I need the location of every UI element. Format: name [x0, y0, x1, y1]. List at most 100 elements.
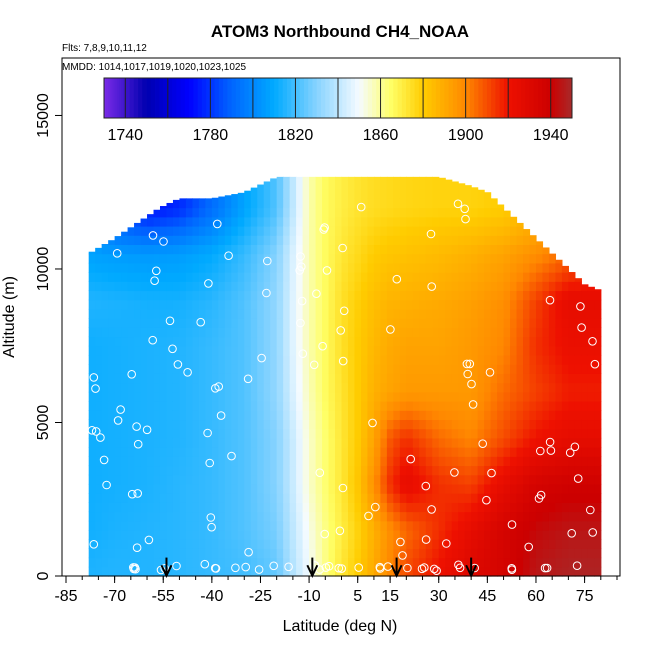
heatmap-cell — [399, 345, 407, 356]
heatmap-cell — [373, 391, 381, 402]
heatmap-cell — [257, 262, 265, 273]
heatmap-cell — [341, 225, 349, 236]
colorbar-swatch — [118, 78, 122, 118]
heatmap-cell — [302, 262, 310, 273]
heatmap-cell — [108, 511, 116, 522]
heatmap-cell — [134, 327, 142, 338]
heatmap-cell — [432, 566, 440, 577]
heatmap-cell — [185, 557, 193, 568]
heatmap-cell — [523, 419, 531, 430]
heatmap-cell — [237, 391, 245, 402]
sample-marker — [196, 317, 205, 327]
heatmap-cell — [153, 382, 161, 393]
heatmap-cell — [296, 198, 304, 209]
heatmap-cell — [477, 327, 485, 338]
heatmap-cell — [101, 327, 109, 338]
heatmap-cell — [134, 511, 142, 522]
colorbar-swatch — [116, 78, 120, 118]
heatmap-cell — [153, 539, 161, 549]
heatmap-cell — [561, 308, 569, 319]
heatmap-cell — [458, 308, 466, 319]
heatmap-cell — [205, 447, 213, 457]
sample-marker — [132, 543, 142, 553]
heatmap-cell — [438, 566, 446, 577]
heatmap-cell — [237, 419, 245, 430]
heatmap-cell — [147, 410, 155, 421]
heatmap-cell — [535, 308, 544, 319]
heatmap-cell — [244, 327, 252, 338]
heatmap-cell — [276, 336, 284, 347]
heatmap-cell — [367, 198, 375, 209]
heatmap-cell — [192, 400, 200, 411]
heatmap-cell — [406, 474, 414, 485]
heatmap-cell — [147, 299, 155, 310]
sample-marker — [116, 405, 125, 414]
heatmap-cell — [257, 539, 265, 549]
heatmap-cell — [386, 382, 394, 393]
heatmap-cell — [516, 391, 524, 402]
heatmap-cell — [101, 548, 109, 559]
heatmap-cell — [198, 207, 206, 218]
heatmap-cell — [302, 308, 310, 319]
heatmap-cell — [503, 345, 511, 356]
heatmap-cell — [438, 235, 446, 246]
heatmap-cell — [296, 548, 304, 559]
colorbar-swatch — [397, 78, 403, 118]
heatmap-cell — [224, 483, 232, 494]
heatmap-cell — [153, 373, 161, 384]
heatmap-cell — [237, 207, 245, 218]
heatmap-cell — [250, 410, 258, 421]
heatmap-cell — [108, 400, 116, 411]
heatmap-cell — [335, 327, 343, 338]
sample-marker — [478, 439, 488, 449]
heatmap-cell — [373, 382, 381, 393]
heatmap-cell — [270, 345, 278, 356]
heatmap-cell — [322, 272, 330, 282]
heatmap-cell — [360, 189, 369, 199]
heatmap-cell — [179, 391, 187, 402]
heatmap-cell — [542, 511, 550, 522]
heatmap-cell — [159, 437, 168, 448]
heatmap-cell — [263, 198, 271, 209]
heatmap-cell — [315, 539, 323, 549]
heatmap-cell — [587, 354, 595, 365]
heatmap-cell — [257, 216, 265, 227]
heatmap-cell — [244, 483, 252, 494]
heatmap-cell — [445, 428, 453, 439]
heatmap-cell — [198, 290, 206, 301]
heatmap-cell — [425, 308, 433, 319]
heatmap-cell — [198, 382, 206, 393]
heatmap-cell — [523, 345, 531, 356]
heatmap-cell — [451, 428, 459, 439]
heatmap-cell — [185, 244, 193, 255]
heatmap-cell — [380, 502, 388, 513]
heatmap-cell — [535, 447, 544, 457]
heatmap-cell — [568, 272, 576, 282]
heatmap-cell — [159, 400, 168, 411]
heatmap-cell — [497, 447, 505, 457]
heatmap-cell — [159, 548, 168, 559]
heatmap-cell — [335, 198, 343, 209]
heatmap-cell — [393, 437, 401, 448]
heatmap-cell — [445, 244, 453, 255]
heatmap-cell — [95, 308, 103, 319]
heatmap-cell — [432, 483, 440, 494]
heatmap-cell — [315, 373, 323, 384]
heatmap-cell — [432, 189, 440, 199]
heatmap-cell — [140, 244, 148, 255]
heatmap-cell — [218, 566, 226, 577]
heatmap-cell — [159, 474, 168, 485]
heatmap-cell — [587, 428, 595, 439]
heatmap-cell — [516, 502, 524, 513]
heatmap-cell — [101, 502, 109, 513]
heatmap-cell — [283, 290, 291, 301]
colorbar-swatch — [338, 78, 343, 118]
colorbar-swatch — [380, 78, 386, 118]
heatmap-cell — [587, 493, 595, 503]
heatmap-cell — [95, 253, 103, 264]
heatmap-cell — [367, 539, 375, 549]
heatmap-cell — [341, 373, 349, 384]
heatmap-cell — [555, 272, 563, 282]
heatmap-cell — [244, 557, 252, 568]
heatmap-cell — [172, 207, 181, 218]
